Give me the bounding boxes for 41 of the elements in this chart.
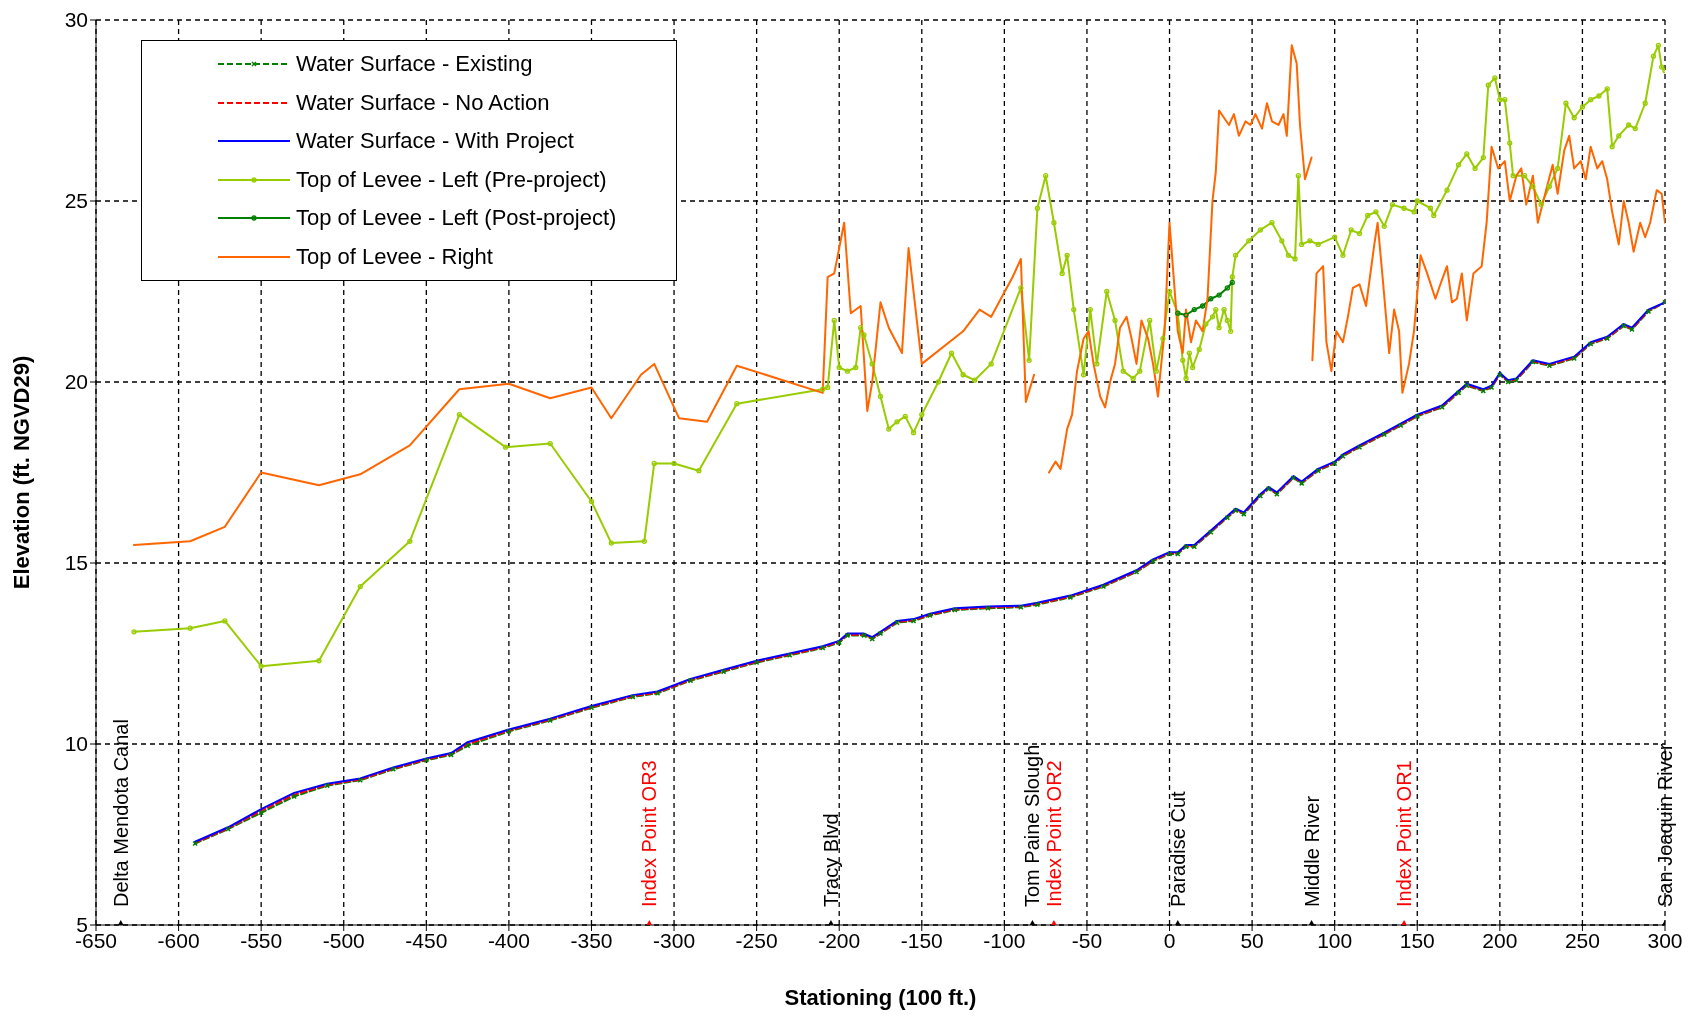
annotation: Tom Paine Slough — [1021, 744, 1044, 907]
annotation: Index Point OR3 — [638, 760, 661, 907]
y-tick-label: 30 — [64, 8, 88, 32]
x-tick-label: -450 — [405, 928, 448, 952]
y-tick-label: 15 — [64, 551, 88, 575]
legend-label: Water Surface - With Project — [296, 128, 574, 155]
x-tick-label: -400 — [487, 928, 530, 952]
legend-label: Top of Levee - Left (Post-project) — [296, 205, 617, 232]
x-tick-label: 0 — [1163, 928, 1176, 952]
x-tick-label: -600 — [157, 928, 200, 952]
x-tick-label: -200 — [818, 928, 861, 952]
x-tick-label: -500 — [322, 928, 365, 952]
x-tick-label: 150 — [1399, 928, 1435, 952]
x-tick-label: 250 — [1564, 928, 1600, 952]
annotation: Paradise Cut — [1166, 790, 1189, 907]
x-tick-label: -50 — [1071, 928, 1103, 952]
x-tick-label: -550 — [240, 928, 283, 952]
y-tick-label: 20 — [64, 370, 88, 394]
annotation: Middle River — [1300, 795, 1323, 907]
legend-label: Water Surface - Existing — [296, 51, 533, 78]
x-tick-label: -350 — [570, 928, 613, 952]
x-tick-label: 50 — [1240, 928, 1264, 952]
x-tick-label: -250 — [735, 928, 778, 952]
x-tick-label: 300 — [1647, 928, 1683, 952]
legend-label: Top of Levee - Left (Pre-project) — [296, 166, 607, 193]
annotation: Index Point OR1 — [1393, 760, 1416, 907]
annotation: San Joaquin River — [1654, 743, 1676, 907]
x-axis-title: Stationing (100 ft.) — [784, 985, 977, 1010]
x-tick-label: -300 — [653, 928, 696, 952]
x-tick-label: 200 — [1482, 928, 1518, 952]
y-tick-label: 25 — [64, 189, 88, 213]
x-tick-label: 100 — [1317, 928, 1353, 952]
legend-label: Top of Levee - Right — [296, 243, 493, 270]
annotation: Tracy Blvd — [819, 813, 842, 907]
y-axis-title: Elevation (ft. NGVD29) — [8, 355, 34, 590]
y-tick-label: 10 — [64, 732, 88, 756]
annotation: Delta Mendota Canal — [109, 719, 132, 907]
x-tick-label: -150 — [900, 928, 943, 952]
annotation: Index Point OR2 — [1042, 760, 1065, 907]
legend-label: Water Surface - No Action — [296, 89, 550, 116]
x-tick-label: -100 — [983, 928, 1026, 952]
